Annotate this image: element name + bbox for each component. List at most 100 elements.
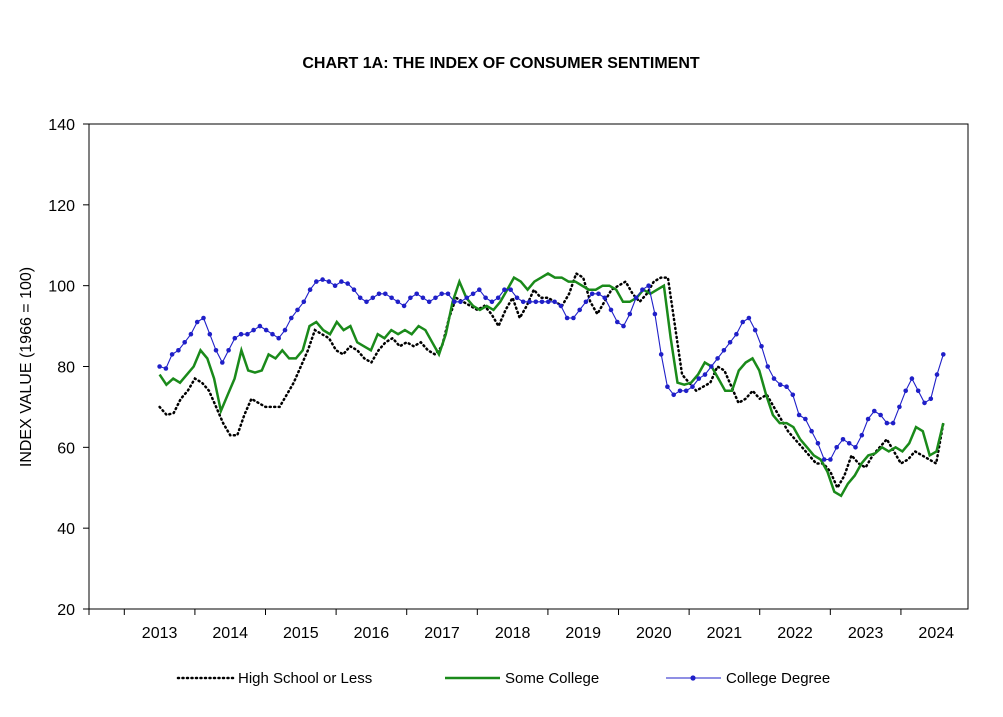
series-point bbox=[602, 295, 607, 301]
series-point bbox=[295, 307, 300, 313]
series-point bbox=[878, 412, 883, 418]
series-point bbox=[865, 416, 871, 422]
series-point bbox=[583, 299, 589, 305]
series-point bbox=[194, 319, 200, 325]
series-point bbox=[633, 295, 639, 301]
x-tick-label: 2023 bbox=[848, 625, 884, 642]
series-point bbox=[909, 376, 915, 381]
series-point bbox=[307, 287, 313, 293]
series-point bbox=[577, 307, 582, 313]
series-point bbox=[671, 392, 676, 398]
series-point bbox=[163, 366, 169, 371]
series-line-high-school-or-less bbox=[158, 271, 945, 491]
y-tick-label: 140 bbox=[48, 117, 75, 134]
plot-frame bbox=[88, 123, 969, 610]
series-point bbox=[571, 315, 576, 321]
series-point bbox=[803, 416, 808, 422]
series-point bbox=[546, 299, 551, 305]
series-point bbox=[508, 287, 513, 293]
series-point bbox=[815, 441, 821, 446]
series-point bbox=[922, 400, 927, 406]
series-point bbox=[828, 457, 833, 462]
series-point bbox=[157, 364, 162, 369]
series-point bbox=[934, 372, 940, 377]
series-point bbox=[182, 340, 187, 345]
series-point bbox=[420, 295, 426, 301]
series-point bbox=[207, 331, 213, 337]
series-point bbox=[840, 437, 846, 442]
series-point bbox=[527, 299, 532, 305]
series-point bbox=[853, 445, 858, 450]
series-point bbox=[652, 311, 658, 317]
series-point bbox=[897, 404, 902, 410]
series-point bbox=[364, 299, 369, 305]
series-point bbox=[690, 384, 695, 390]
series-point bbox=[859, 432, 865, 438]
series-point bbox=[270, 331, 275, 337]
series-point bbox=[796, 412, 802, 418]
series-point bbox=[238, 331, 244, 337]
legend-label: College Degree bbox=[726, 670, 830, 687]
series-point bbox=[439, 291, 445, 297]
series-point bbox=[846, 441, 852, 446]
series-point bbox=[433, 295, 438, 301]
series-point bbox=[765, 364, 770, 369]
series-point bbox=[445, 291, 451, 297]
series-point bbox=[213, 348, 219, 353]
series-point bbox=[884, 420, 890, 426]
series-line-college-degree bbox=[159, 279, 944, 461]
series-point bbox=[458, 299, 463, 305]
series-point bbox=[734, 331, 739, 337]
series-point bbox=[677, 388, 683, 394]
series-point bbox=[477, 287, 482, 293]
series-point bbox=[357, 295, 363, 301]
series-point bbox=[821, 457, 827, 462]
series-point bbox=[395, 299, 401, 305]
series-point bbox=[790, 392, 796, 398]
series-point bbox=[470, 291, 476, 297]
legend-item-college-degree: College Degree bbox=[666, 670, 830, 687]
x-tick-label: 2014 bbox=[212, 625, 248, 642]
x-tick-label: 2015 bbox=[283, 625, 319, 642]
series-point bbox=[702, 372, 708, 377]
y-tick-label: 100 bbox=[48, 279, 75, 296]
series-point bbox=[188, 331, 194, 337]
series-point bbox=[665, 384, 670, 390]
x-tick-label: 2013 bbox=[142, 625, 178, 642]
series-point bbox=[903, 388, 908, 394]
series-point bbox=[320, 277, 325, 282]
series-point bbox=[915, 388, 921, 394]
series-point bbox=[452, 299, 457, 305]
series-point bbox=[495, 295, 501, 301]
series-point bbox=[169, 352, 175, 357]
series-point bbox=[345, 281, 351, 286]
y-tick-label: 80 bbox=[57, 360, 75, 377]
series-point bbox=[408, 295, 413, 301]
series-point bbox=[232, 335, 238, 341]
series-point bbox=[289, 315, 294, 321]
series-point bbox=[872, 408, 877, 414]
legend-item-some-college: Some College bbox=[445, 670, 599, 687]
x-tick-label: 2022 bbox=[777, 625, 813, 642]
series-point bbox=[834, 445, 839, 450]
series-point bbox=[539, 299, 545, 305]
x-tick-label: 2020 bbox=[636, 625, 672, 642]
series-point bbox=[715, 356, 720, 361]
series-point bbox=[621, 323, 626, 329]
series-point bbox=[740, 319, 745, 325]
series-point bbox=[383, 291, 388, 297]
series-point bbox=[401, 303, 407, 309]
series-point bbox=[276, 335, 282, 341]
y-tick-label: 20 bbox=[57, 602, 75, 619]
chart-title: CHART 1A: THE INDEX OF CONSUMER SENTIMEN… bbox=[302, 55, 700, 72]
series-point bbox=[176, 348, 181, 353]
series-point bbox=[351, 287, 357, 293]
series-point bbox=[389, 295, 394, 301]
legend-label: Some College bbox=[505, 670, 599, 687]
series-point bbox=[784, 384, 789, 390]
series-point bbox=[709, 364, 714, 369]
series-point bbox=[589, 291, 595, 297]
series-point bbox=[370, 295, 376, 301]
series-point bbox=[615, 319, 620, 325]
